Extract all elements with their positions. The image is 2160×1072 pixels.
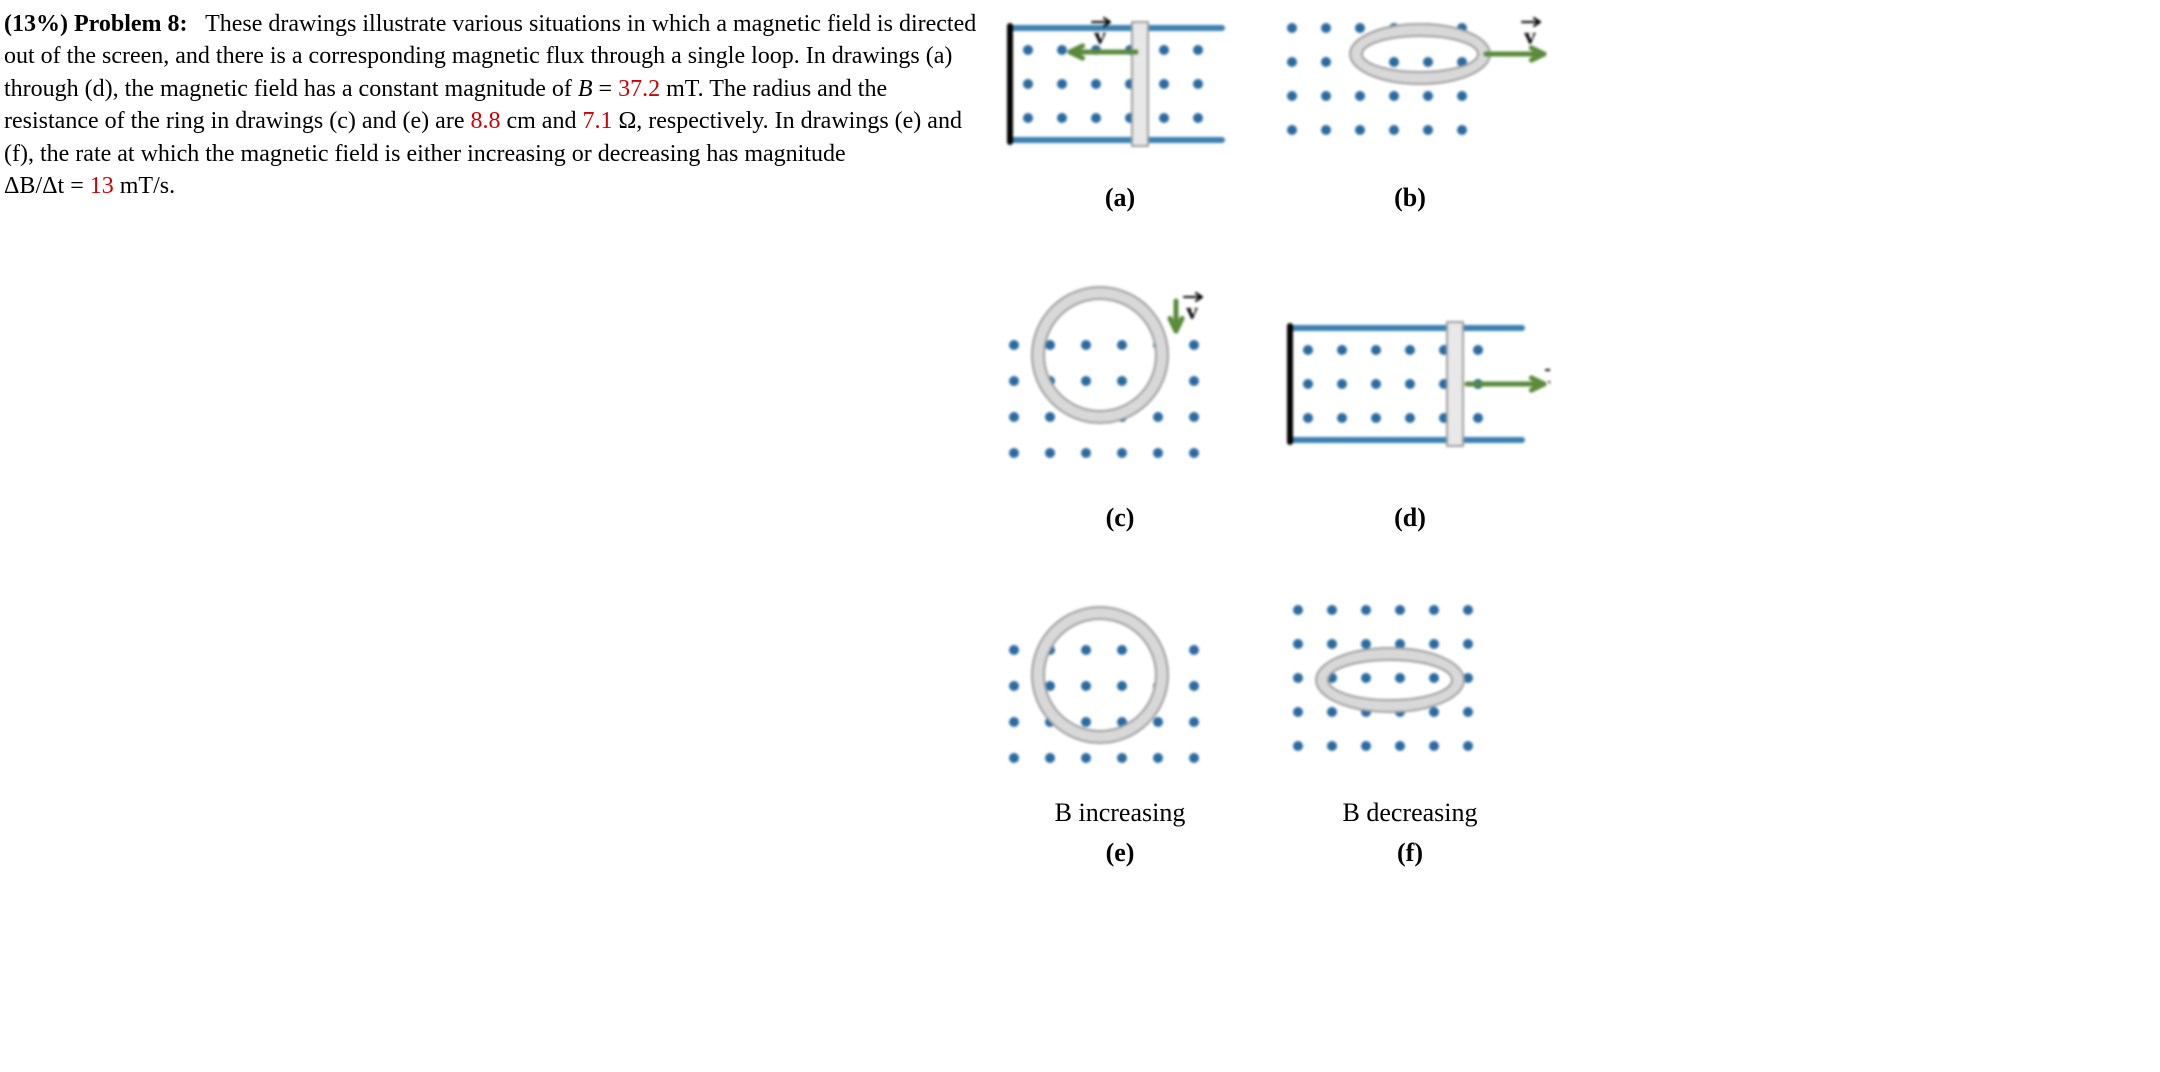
svg-text:v: v <box>1186 299 1198 325</box>
figure-label-a: (a) <box>990 180 1250 215</box>
figure-label-e: (e) <box>990 835 1250 870</box>
figure-c: v (c) <box>990 275 1250 535</box>
val-radius: 8.8 <box>470 108 500 134</box>
symbol-B: B <box>578 76 593 102</box>
figure-label-c: (c) <box>990 500 1250 535</box>
svg-text:v: v <box>1524 24 1536 50</box>
figure-f: B decreasing (f) <box>1270 580 1550 880</box>
figure-d: v(d) <box>1270 300 1550 530</box>
figure-label-b: (b) <box>1270 180 1550 215</box>
diagram-d: v <box>1270 300 1550 490</box>
figure-grid: v(a)v(b)v(c)v(d)B increasing(e)B decreas… <box>980 0 2140 1072</box>
figure-label-f: (f) <box>1270 835 1550 870</box>
val-resistance: 7.1 <box>582 108 612 134</box>
val-B: 37.2 <box>618 76 660 102</box>
figure-sublabel-e: B increasing <box>990 795 1250 830</box>
diagram-c: v <box>990 275 1250 495</box>
figure-e: B increasing (e) <box>990 580 1250 880</box>
figure-a: v (a) <box>990 0 1250 220</box>
svg-text:v: v <box>1094 24 1106 50</box>
weight-label: (13%) <box>4 11 68 37</box>
figure-label-d: (d) <box>1270 500 1550 535</box>
problem-text: (13%) Problem 8: These drawings illustra… <box>0 8 984 202</box>
problem-title: Problem 8: <box>74 11 188 37</box>
diagram-a: v <box>990 0 1250 180</box>
figure-b: v (b) <box>1270 0 1550 220</box>
diagram-b: v <box>1270 0 1550 180</box>
val-rate: 13 <box>90 173 114 199</box>
svg-text:v: v <box>1548 372 1550 398</box>
figure-sublabel-f: B decreasing <box>1270 795 1550 830</box>
